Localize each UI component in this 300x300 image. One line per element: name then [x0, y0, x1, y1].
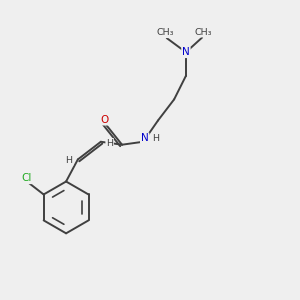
- Text: O: O: [100, 115, 109, 125]
- Text: CH₃: CH₃: [195, 28, 212, 37]
- Text: H: H: [106, 139, 113, 148]
- Text: N: N: [182, 47, 190, 57]
- Text: H: H: [65, 156, 73, 165]
- Text: CH₃: CH₃: [157, 28, 174, 37]
- Text: H: H: [152, 134, 159, 143]
- Text: Cl: Cl: [21, 173, 32, 183]
- Text: N: N: [141, 133, 148, 143]
